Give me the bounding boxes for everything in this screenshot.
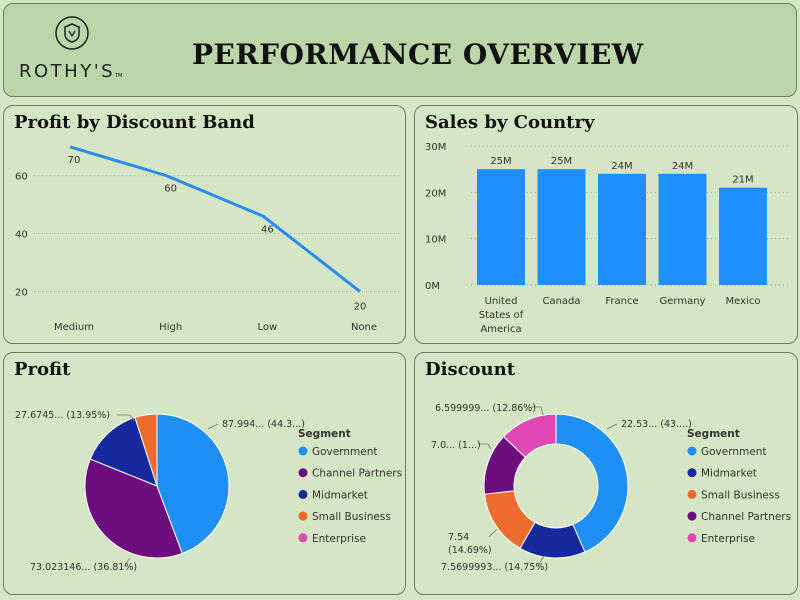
line-series[interactable]	[69, 145, 361, 293]
pie-leader-line	[537, 555, 545, 567]
discount-panel: Discount 22.53... (43....) 7.5699993... (…	[414, 352, 798, 595]
sales-bar[interactable]	[537, 169, 586, 285]
legend-marker	[298, 533, 308, 543]
bar-y-tick: 20M	[425, 188, 446, 199]
line-data-label: 46	[261, 224, 274, 235]
line-data-label: 20	[354, 302, 367, 313]
sales-by-country-title: Sales by Country	[425, 112, 595, 133]
legend-item[interactable]: Government	[701, 446, 766, 458]
sales-bar[interactable]	[477, 169, 525, 285]
pie-data-label: 7.5699993... (14.75%)	[441, 562, 548, 573]
line-x-tick: High	[159, 322, 182, 333]
line-x-tick: Low	[257, 322, 277, 333]
bar-x-tick: United	[485, 296, 518, 307]
discount-title: Discount	[425, 359, 516, 380]
bar-data-label: 25M	[551, 156, 572, 167]
pie-leader-line	[478, 443, 492, 450]
legend-marker	[687, 468, 697, 478]
legend-item[interactable]: Government	[312, 446, 377, 458]
sales-bar[interactable]	[598, 173, 646, 285]
legend-marker	[298, 489, 308, 499]
bar-data-label: 24M	[672, 161, 693, 172]
bar-x-tick: France	[605, 296, 638, 307]
bar-y-tick: 10M	[425, 235, 446, 246]
pie-leader-line	[117, 414, 135, 422]
pie-leader-line	[531, 406, 544, 416]
legend-marker	[687, 533, 697, 543]
legend-marker	[298, 511, 308, 521]
line-x-tick: Medium	[54, 322, 94, 333]
sales-by-country-panel: Sales by Country 0M 10M 20M 30M 25M United Sta…	[414, 105, 798, 344]
line-x-tick: None	[351, 322, 377, 333]
bar-x-tick: America	[480, 324, 521, 335]
line-data-label: 60	[164, 184, 177, 195]
legend-item[interactable]: Small Business	[701, 489, 780, 501]
profit-by-discount-panel: Profit by Discount Band 20 40 60 70 60 46 20 Me…	[3, 105, 406, 344]
brand-logo: ROTHY'STM	[19, 61, 123, 82]
line-y-tick: 20	[15, 288, 28, 299]
bar-x-tick: Canada	[542, 296, 580, 307]
pie-leader-line	[207, 423, 219, 430]
discount-donut-chart: 22.53... (43....) 7.5699993... (14.75%) 7.…	[431, 403, 791, 573]
bar-y-tick: 30M	[425, 142, 446, 153]
pie-leader-line	[606, 423, 618, 430]
pie-data-label: 7.54	[448, 532, 469, 543]
bar-data-label: 24M	[611, 161, 632, 172]
bar-data-label: 21M	[732, 175, 753, 186]
bar-data-label: 25M	[490, 156, 511, 167]
legend-marker	[298, 446, 308, 456]
line-y-tick: 40	[15, 230, 28, 241]
legend-marker	[687, 446, 697, 456]
pie-slice[interactable]	[555, 413, 629, 553]
pie-data-label: 87.994... (44.3...)	[222, 419, 305, 430]
pie-slice[interactable]	[134, 413, 158, 487]
legend-marker	[298, 468, 308, 478]
profit-title: Profit	[14, 359, 71, 380]
bar-x-tick: Germany	[660, 296, 706, 307]
profit-panel: Profit 87.994... (44.3...) 73.023146... (…	[3, 352, 406, 595]
legend-marker	[687, 489, 697, 499]
pie-slice[interactable]	[156, 413, 230, 555]
line-y-tick: 60	[15, 172, 28, 183]
legend-title: Segment	[687, 428, 740, 440]
legend-title: Segment	[298, 428, 351, 440]
legend-marker	[687, 511, 697, 521]
pie-data-label: 22.53... (43....)	[621, 419, 692, 430]
legend-item[interactable]: Enterprise	[701, 533, 755, 545]
legend-item[interactable]: Channel Partners	[701, 511, 791, 523]
sales-bar[interactable]	[719, 187, 767, 285]
sales-bar[interactable]	[658, 173, 707, 285]
line-data-label: 70	[68, 155, 81, 166]
legend-item[interactable]: Channel Partners	[312, 468, 402, 480]
pie-slice[interactable]	[502, 413, 557, 458]
pie-leader-line	[123, 557, 131, 567]
bar-y-tick: 0M	[425, 281, 440, 292]
pie-leader-line	[488, 528, 498, 538]
pie-data-label: 73.023146... (36.81%)	[30, 562, 137, 573]
pie-data-label: (14.69%)	[448, 545, 492, 556]
header-panel: ROTHY'STM PERFORMANCE OVERVIEW	[3, 3, 797, 97]
sales-by-country-chart: 0M 10M 20M 30M 25M United States of America 25M C…	[425, 142, 791, 335]
profit-by-discount-chart: 20 40 60 70 60 46 20 Medium High Low None	[15, 145, 399, 333]
pie-slice[interactable]	[84, 458, 183, 559]
legend-item[interactable]: Small Business	[312, 511, 391, 523]
bar-x-tick: States of	[479, 310, 524, 321]
bar-x-tick: Mexico	[726, 296, 761, 307]
brand-shield-icon	[55, 16, 89, 50]
profit-pie-chart: 87.994... (44.3...) 73.023146... (36.81%)…	[15, 410, 402, 573]
page-title: PERFORMANCE OVERVIEW	[192, 38, 644, 71]
legend-item[interactable]: Enterprise	[312, 533, 366, 545]
pie-data-label: 7.0... (1...)	[431, 440, 481, 451]
legend-item[interactable]: Midmarket	[701, 468, 757, 480]
profit-by-discount-title: Profit by Discount Band	[14, 112, 255, 133]
pie-data-label: 6.599999... (12.86%)	[435, 403, 536, 414]
pie-data-label: 27.6745... (13.95%)	[15, 410, 110, 421]
legend-item[interactable]: Midmarket	[312, 489, 368, 501]
